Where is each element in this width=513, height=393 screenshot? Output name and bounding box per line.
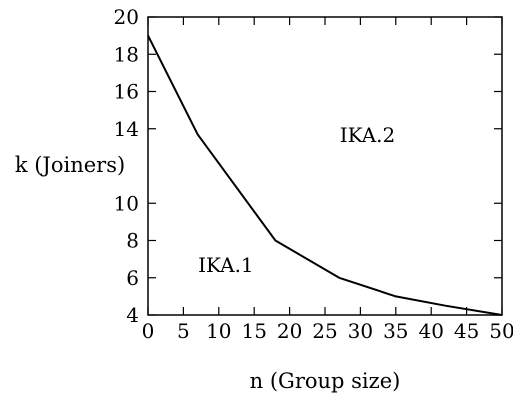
y-tick-label: 18	[114, 42, 139, 66]
y-axis-ticks: 4 6 8 10 14 16 18 20	[114, 5, 502, 327]
y-tick-label: 6	[126, 266, 139, 290]
region-label: IKA.1	[198, 253, 254, 277]
x-tick-label: 0	[142, 319, 155, 343]
x-tick-label: 10	[206, 319, 231, 343]
x-tick-label: 20	[277, 319, 302, 343]
x-tick-label: 25	[312, 319, 337, 343]
x-tick-label: 40	[418, 319, 443, 343]
x-axis-label: n (Group size)	[250, 369, 401, 393]
x-tick-label: 15	[241, 319, 266, 343]
y-tick-label: 16	[114, 80, 139, 104]
x-tick-label: 45	[454, 319, 479, 343]
y-tick-label: 10	[114, 191, 139, 215]
x-tick-label: 5	[177, 319, 190, 343]
series-layer	[147, 35, 503, 316]
y-tick-label: 20	[114, 5, 139, 29]
x-tick-label: 30	[348, 319, 373, 343]
x-tick-label: 50	[489, 319, 513, 343]
annotation-layer: IKA.2 IKA.1	[198, 123, 395, 277]
region-label: IKA.2	[340, 123, 396, 147]
y-tick-label: 14	[114, 117, 139, 141]
x-tick-label: 35	[383, 319, 408, 343]
x-axis-ticks: 0 5 10 15 20 25 30 35 40 45 50	[142, 17, 513, 343]
y-tick-label: 8	[126, 229, 139, 253]
series-line	[147, 35, 503, 316]
y-tick-label: 4	[126, 303, 139, 327]
y-axis-label: k (Joiners)	[15, 153, 125, 177]
